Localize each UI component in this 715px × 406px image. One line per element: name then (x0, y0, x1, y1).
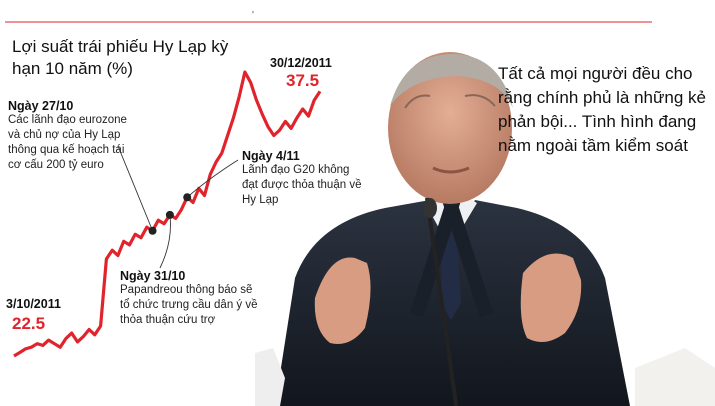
annotation-leader-line (117, 145, 153, 231)
annotation-text-4-11: Lãnh đạo G20 không đạt được thỏa thuận v… (242, 164, 362, 206)
yield-series-line (13, 70, 322, 358)
annotation-leader-line (186, 159, 239, 198)
end-date-label: 30/12/2011 (270, 56, 332, 70)
annotation-date-4-11: Ngày 4/11 (242, 149, 300, 163)
quote-text: Tất cả mọi người đều cho rằng chính phủ … (498, 64, 706, 155)
start-value-label: 22.5 (12, 314, 46, 333)
chart-title: Lợi suất trái phiếu Hy Lạp kỳ hạn 10 năm… (12, 37, 229, 78)
annotation-text-31-10: Papandreou thông báo sẽ tổ chức trưng cầ… (120, 284, 258, 326)
annotation-point (148, 226, 157, 235)
top-tick-mark: ' (252, 10, 254, 21)
start-date-label: 3/10/2011 (6, 297, 61, 311)
speaker-photo (255, 52, 715, 406)
annotation-date-31-10: Ngày 31/10 (120, 269, 186, 283)
end-value-label: 37.5 (286, 71, 320, 90)
annotation-point (183, 193, 192, 202)
annotation-leader-line (159, 214, 171, 269)
annotation-point (165, 210, 174, 219)
annotation-date-27-10: Ngày 27/10 (8, 99, 74, 113)
annotation-text-27-10: Các lãnh đạo eurozone và chủ nợ của Hy L… (8, 114, 127, 171)
